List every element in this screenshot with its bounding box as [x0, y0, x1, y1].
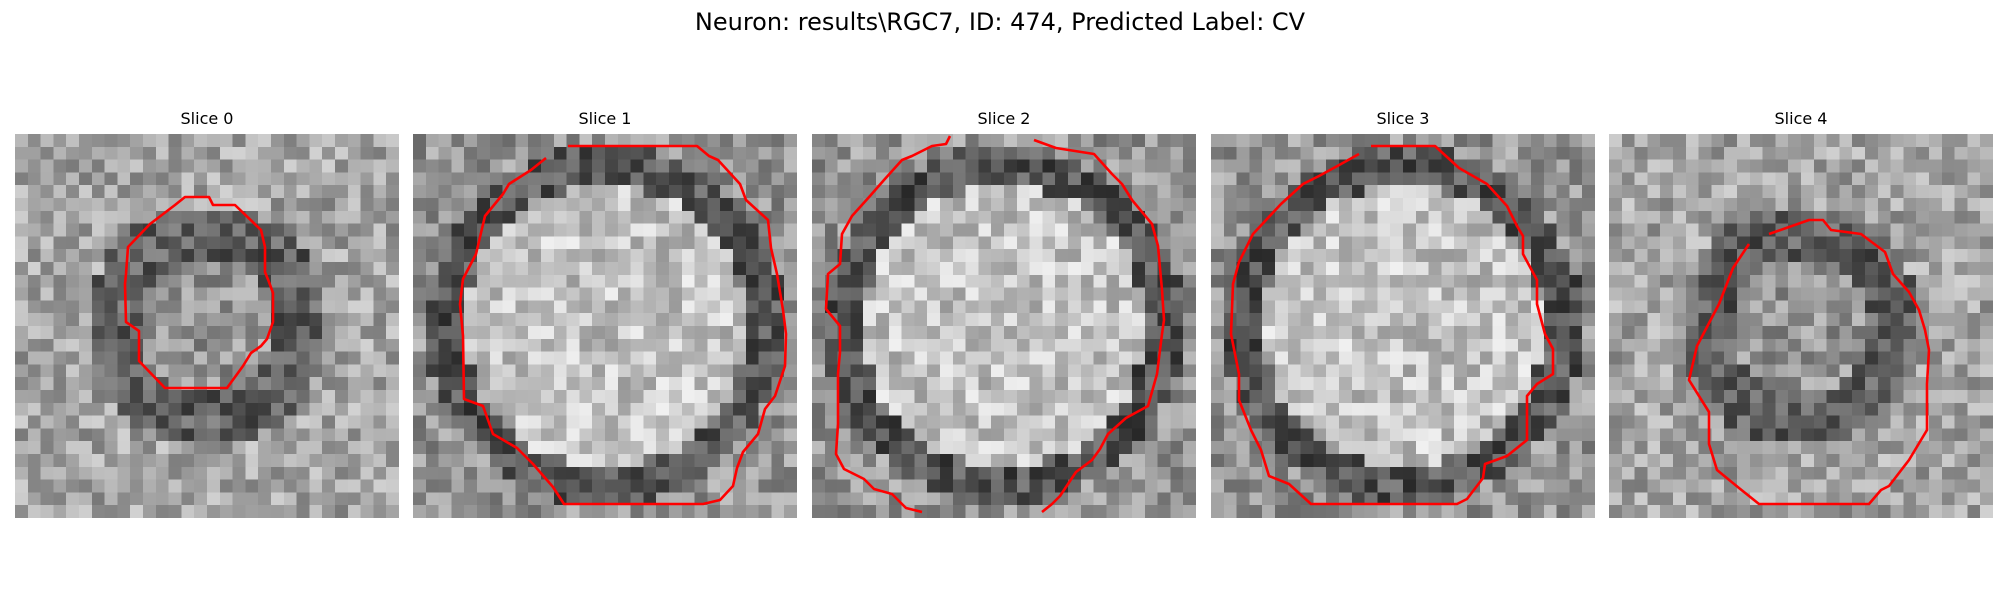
pixel-grid-3: [1211, 134, 1595, 518]
slice-title-1: Slice 1: [413, 108, 797, 130]
pixel-grid-4: [1609, 134, 1993, 518]
slice-title-4: Slice 4: [1609, 108, 1993, 130]
slice-image-1: [413, 134, 797, 518]
slice-title-2: Slice 2: [812, 108, 1196, 130]
figure-title: Neuron: results\RGC7, ID: 474, Predicted…: [0, 6, 2000, 38]
slice-image-3: [1211, 134, 1595, 518]
slice-title-3: Slice 3: [1211, 108, 1595, 130]
pixel-grid-2: [812, 134, 1196, 518]
slice-panel-0: Slice 0: [15, 108, 399, 518]
pixel-grid-0: [15, 134, 399, 518]
slice-image-4: [1609, 134, 1993, 518]
slice-panel-4: Slice 4: [1609, 108, 1993, 518]
slice-image-2: [812, 134, 1196, 518]
slice-image-0: [15, 134, 399, 518]
slice-panel-1: Slice 1: [413, 108, 797, 518]
slice-panel-3: Slice 3: [1211, 108, 1595, 518]
slice-title-0: Slice 0: [15, 108, 399, 130]
slice-panel-2: Slice 2: [812, 108, 1196, 518]
